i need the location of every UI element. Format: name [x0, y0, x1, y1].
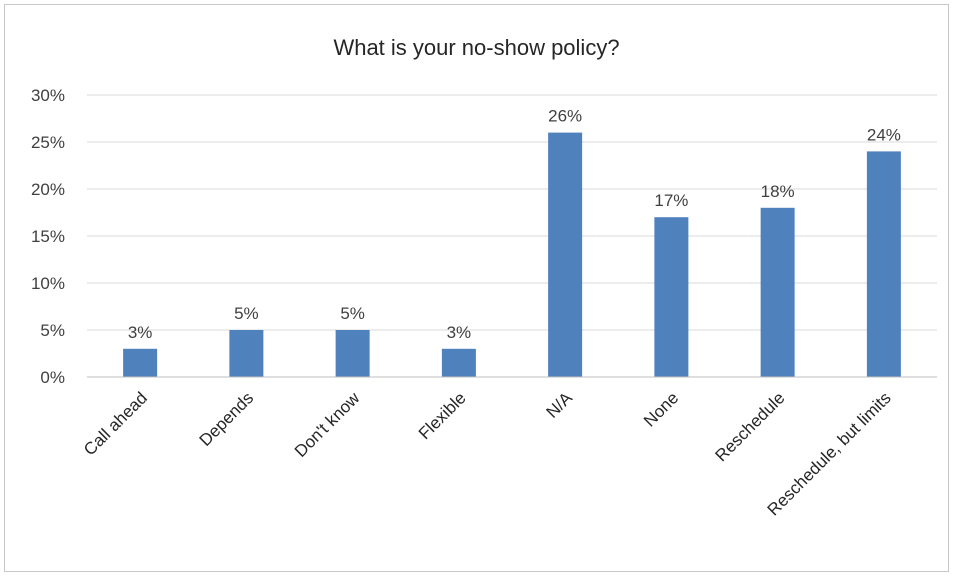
y-tick-label: 25% [31, 133, 65, 152]
x-tick-label: Don't know [291, 388, 364, 461]
y-tick-label: 15% [31, 227, 65, 246]
data-label: 18% [761, 182, 795, 201]
y-tick-label: 5% [40, 321, 65, 340]
x-tick-label: Call ahead [80, 388, 151, 459]
bar [548, 132, 583, 377]
x-tick-label: None [640, 388, 682, 430]
y-tick-label: 0% [40, 368, 65, 387]
bar [335, 330, 370, 377]
data-label: 5% [340, 304, 365, 323]
y-tick-label: 20% [31, 180, 65, 199]
data-label: 24% [867, 125, 901, 144]
bar [866, 151, 901, 377]
x-tick-label: Reschedule, but limits [764, 388, 895, 519]
data-label: 5% [234, 304, 259, 323]
x-tick-label: Depends [196, 388, 258, 450]
y-tick-label: 10% [31, 274, 65, 293]
data-label: 17% [654, 191, 688, 210]
bar [760, 207, 795, 377]
bar [123, 348, 158, 377]
bar [229, 330, 264, 377]
chart-title: What is your no-show policy? [333, 35, 620, 60]
bar [654, 217, 689, 377]
x-tick-label: Reschedule [712, 388, 789, 465]
x-tick-label: N/A [542, 388, 576, 422]
y-tick-label: 30% [31, 86, 65, 105]
data-label: 3% [447, 323, 472, 342]
bar [441, 348, 476, 377]
data-label: 3% [128, 323, 153, 342]
x-tick-label: Flexible [415, 388, 470, 443]
data-label: 26% [548, 107, 582, 126]
